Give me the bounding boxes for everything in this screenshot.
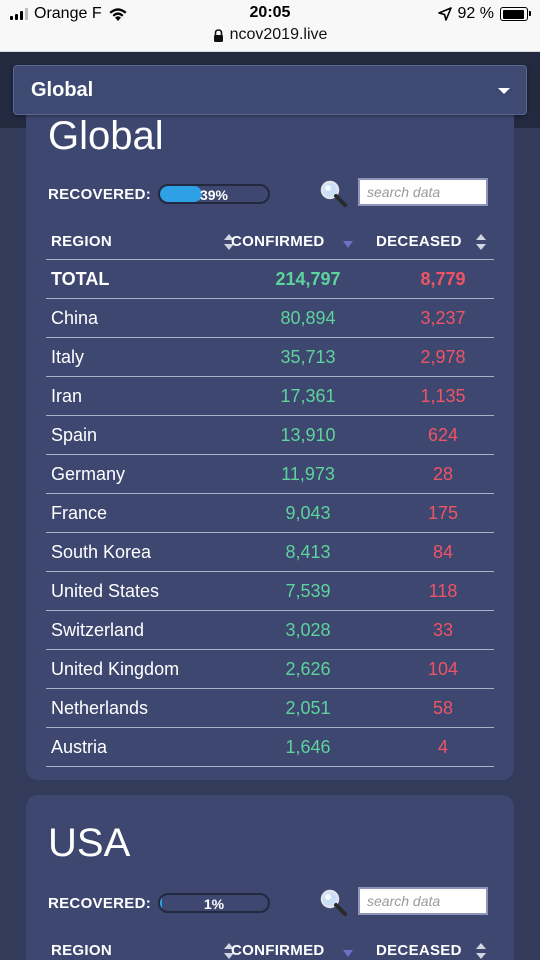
location-arrow-icon [437, 7, 452, 21]
deceased-cell: 28 [432, 464, 454, 484]
confirmed-cell: 8,413 [285, 542, 331, 562]
confirmed-cell: 2,051 [285, 698, 331, 718]
deceased-cell: 104 [427, 659, 459, 679]
signal-icon [10, 8, 28, 20]
confirmed-cell: 3,028 [285, 620, 331, 640]
deceased-cell: 624 [427, 425, 459, 445]
confirmed-cell: 17,361 [280, 386, 336, 406]
card-title: USA [48, 821, 131, 865]
clock: 20:05 [249, 4, 291, 21]
deceased-cell: 2,978 [420, 347, 466, 367]
magnifier-icon [320, 889, 347, 916]
sort-descending-icon[interactable] [343, 950, 353, 957]
table-row: China 80,894 3,237 [46, 299, 494, 338]
column-header-deceased[interactable]: DECEASED [376, 233, 462, 250]
region-cell: China [51, 308, 99, 328]
region-cell: Netherlands [51, 698, 149, 718]
confirmed-cell: 1,646 [285, 737, 331, 757]
region-select[interactable]: Global [13, 65, 527, 115]
region-cell: South Korea [51, 542, 152, 562]
sort-arrows-icon[interactable] [476, 234, 486, 250]
sort-arrows-icon[interactable] [224, 943, 234, 959]
deceased-cell: 33 [432, 620, 454, 640]
deceased-cell: 118 [428, 581, 458, 601]
recovered-progress-fill [160, 895, 163, 911]
table-row-total: TOTAL 214,797 8,779 [46, 260, 494, 299]
column-header-confirmed[interactable]: CONFIRMED [231, 942, 325, 959]
table-header: REGION CONFIRMED DECEASED [46, 933, 494, 960]
recovered-percent: 39% [199, 187, 229, 203]
table-row: Iran 17,361 1,135 [46, 377, 494, 416]
carrier-name: Orange F [34, 5, 102, 22]
magnifier-icon [320, 180, 347, 207]
region-cell: France [51, 503, 108, 523]
region-cell: Iran [51, 386, 83, 406]
table-header: REGION CONFIRMED DECEASED [46, 224, 494, 260]
deceased-cell: 175 [427, 503, 459, 523]
deceased-cell: 58 [432, 698, 454, 718]
confirmed-cell: 11,973 [281, 464, 335, 484]
region-cell: Austria [51, 737, 108, 757]
sort-arrows-icon[interactable] [224, 234, 234, 250]
search-input[interactable] [358, 887, 488, 915]
confirmed-cell: 9,043 [285, 503, 331, 523]
recovered-progress: 1% [158, 893, 270, 913]
global-card: Global RECOVERED: 39% REGION CONFIRMED D… [26, 100, 514, 780]
column-header-region[interactable]: REGION [51, 942, 112, 959]
confirmed-cell: 35,713 [280, 347, 336, 367]
region-select-value: Global [31, 79, 94, 101]
deceased-cell: 4 [437, 737, 448, 757]
table-row: Italy 35,713 2,978 [46, 338, 494, 377]
search-input[interactable] [358, 178, 488, 206]
region-cell: Germany [51, 464, 126, 484]
table-row: Spain 13,910 624 [46, 416, 494, 455]
region-cell: United Kingdom [51, 659, 180, 679]
carrier-group: Orange F [10, 5, 128, 23]
column-header-region[interactable]: REGION [51, 233, 112, 250]
lock-icon [213, 28, 223, 42]
confirmed-cell: 214,797 [275, 269, 341, 289]
table-row: Austria 1,646 4 [46, 728, 494, 767]
confirmed-cell: 13,910 [280, 425, 336, 445]
table-row: United Kingdom 2,626 104 [46, 650, 494, 689]
recovered-label: RECOVERED: [48, 895, 152, 912]
confirmed-cell: 2,626 [285, 659, 331, 679]
battery-icon [500, 7, 531, 21]
confirmed-cell: 80,894 [280, 308, 336, 328]
ios-status-bar: Orange F 20:05 92 % ncov2019.live [0, 0, 540, 52]
region-cell: United States [51, 581, 160, 601]
table-row: Switzerland 3,028 33 [46, 611, 494, 650]
usa-card: USA RECOVERED: 1% REGION CONFIRMED DECEA… [26, 795, 514, 960]
table-row: Germany 11,973 28 [46, 455, 494, 494]
battery-percent: 92 % [457, 5, 494, 22]
recovered-progress-fill [160, 186, 203, 202]
card-title: Global [48, 114, 164, 158]
wifi-icon [109, 8, 127, 21]
url-text: ncov2019.live [229, 26, 328, 43]
deceased-cell: 8,779 [420, 269, 466, 289]
table-row: United States 7,539 118 [46, 572, 494, 611]
table-row: Netherlands 2,051 58 [46, 689, 494, 728]
confirmed-cell: 7,539 [285, 581, 331, 601]
region-cell: Spain [51, 425, 98, 445]
sort-arrows-icon[interactable] [476, 943, 486, 959]
column-header-deceased[interactable]: DECEASED [376, 942, 462, 959]
table-row: South Korea 8,413 84 [46, 533, 494, 572]
recovered-label: RECOVERED: [48, 186, 152, 203]
region-cell: Switzerland [51, 620, 145, 640]
table-row: France 9,043 175 [46, 494, 494, 533]
chevron-down-icon [498, 88, 510, 94]
sort-descending-icon[interactable] [343, 241, 353, 248]
battery-group: 92 % [437, 5, 531, 23]
recovered-percent: 1% [203, 896, 225, 912]
column-header-confirmed[interactable]: CONFIRMED [231, 233, 325, 250]
region-cell: Italy [51, 347, 85, 367]
region-cell: TOTAL [51, 269, 110, 289]
deceased-cell: 1,135 [420, 386, 466, 406]
deceased-cell: 84 [432, 542, 454, 562]
url-bar[interactable]: ncov2019.live [0, 26, 540, 44]
recovered-progress: 39% [158, 184, 270, 204]
deceased-cell: 3,237 [420, 308, 466, 328]
